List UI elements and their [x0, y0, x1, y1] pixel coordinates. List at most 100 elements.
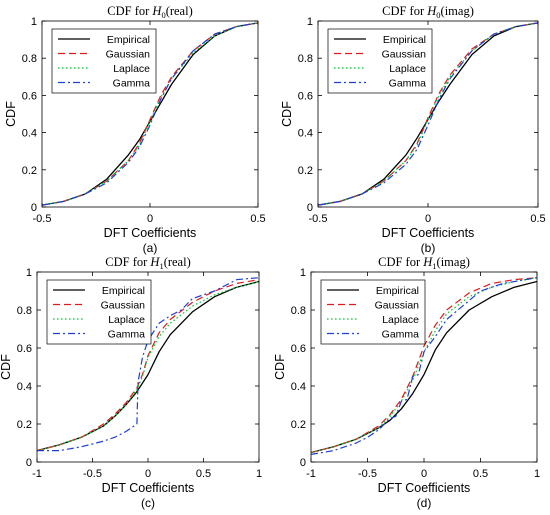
series-line-empirical: [311, 280, 537, 454]
x-tick-label: 0.5: [473, 468, 488, 480]
y-tick-label: 0: [31, 202, 37, 214]
y-tick-label: 0.4: [17, 381, 32, 393]
y-axis-label: CDF: [4, 101, 18, 127]
title-subscript: 0: [436, 10, 440, 20]
legend-label-gamma: Gamma: [389, 78, 427, 90]
legend-label-gaussian: Gaussian: [382, 49, 427, 61]
x-tick-label: 0.5: [196, 468, 211, 480]
title-symbol: H: [149, 255, 160, 269]
title-symbol: H: [422, 255, 433, 269]
legend-label-gamma: Gamma: [108, 329, 146, 341]
legend-label-laplace: Laplace: [113, 63, 150, 75]
title-suffix: (imag): [437, 255, 470, 269]
title-suffix: (real): [164, 255, 191, 269]
title-symbol: H: [151, 4, 162, 18]
x-axis-label: DFT Coefficients: [104, 226, 197, 240]
legend-label-empirical: Empirical: [107, 34, 150, 46]
title-prefix: CDF for: [107, 4, 152, 18]
series-line-gamma: [37, 277, 259, 452]
y-tick-label: 0.6: [17, 343, 32, 355]
series-line-laplace: [42, 22, 258, 206]
panel-caption: (c): [141, 496, 155, 510]
legend: Empirical Gaussian Laplace Gamma: [327, 28, 433, 94]
series-line-gamma: [318, 22, 538, 206]
x-tick-label: -1: [306, 468, 316, 480]
y-tick-label: 0.6: [291, 343, 306, 355]
y-tick-label: 1: [31, 16, 37, 28]
legend-label-laplace: Laplace: [382, 314, 419, 326]
x-tick-label: -1: [32, 468, 42, 480]
y-tick-label: 0.8: [17, 305, 32, 317]
title-symbol: H: [426, 4, 437, 18]
y-tick-label: 0: [26, 457, 32, 469]
x-tick-label: 1: [534, 468, 540, 480]
series-group: [318, 22, 538, 206]
chart-title: CDF for H0(real): [107, 4, 193, 20]
y-tick-label: 0.2: [17, 419, 32, 431]
x-tick-label: -0.5: [358, 468, 377, 480]
y-tick-label: 0.4: [291, 381, 306, 393]
title-subscript: 1: [159, 261, 163, 271]
y-tick-label: 0.8: [22, 53, 37, 65]
series-group: [37, 277, 259, 452]
legend: Empirical Gaussian Laplace Gamma: [51, 28, 157, 94]
title-subscript: 1: [432, 261, 436, 271]
x-tick-label: 0: [145, 468, 151, 480]
title-prefix: CDF for: [382, 4, 427, 18]
x-tick-label: 0.5: [530, 213, 545, 225]
legend-label-empirical: Empirical: [376, 285, 419, 297]
x-tick-label: -0.5: [33, 213, 52, 225]
series-group: [311, 277, 537, 455]
legend-label-laplace: Laplace: [389, 63, 426, 75]
x-axis-label: DFT Coefficients: [378, 481, 471, 495]
x-tick-label: 0: [421, 468, 427, 480]
title-prefix: CDF for: [105, 255, 150, 269]
y-axis-label: CDF: [273, 354, 287, 380]
y-tick-label: 0.6: [22, 90, 37, 102]
series-line-laplace: [37, 280, 259, 452]
legend: Empirical Gaussian Laplace Gamma: [46, 279, 152, 345]
x-axis-label: DFT Coefficients: [102, 481, 195, 495]
x-tick-label: -0.5: [83, 468, 102, 480]
series-line-gamma: [311, 277, 537, 455]
legend-label-gaussian: Gaussian: [106, 49, 151, 61]
legend-label-empirical: Empirical: [383, 34, 426, 46]
x-tick-label: -0.5: [309, 213, 328, 225]
x-axis-label: DFT Coefficients: [382, 226, 475, 240]
legend: Empirical Gaussian Laplace Gamma: [320, 279, 426, 345]
legend-label-gamma: Gamma: [113, 78, 151, 90]
y-tick-label: 0.8: [291, 305, 306, 317]
panel-caption: (d): [417, 496, 432, 510]
chart-title: CDF for H0(imag): [382, 4, 474, 20]
legend-label-empirical: Empirical: [102, 285, 145, 297]
y-tick-label: 0: [300, 457, 306, 469]
y-axis-label: CDF: [280, 101, 294, 127]
series-line-gamma: [42, 22, 258, 206]
y-tick-label: 1: [307, 16, 313, 28]
x-tick-label: 0: [147, 213, 153, 225]
y-tick-label: 0.4: [298, 128, 313, 140]
legend-label-gamma: Gamma: [382, 329, 420, 341]
x-tick-label: 0: [425, 213, 431, 225]
y-tick-label: 0.4: [22, 128, 37, 140]
title-suffix: (imag): [441, 4, 474, 18]
title-prefix: CDF for: [378, 255, 423, 269]
series-group: [42, 22, 258, 206]
y-axis-label: CDF: [0, 354, 13, 380]
legend-label-gaussian: Gaussian: [375, 300, 420, 312]
legend-label-gaussian: Gaussian: [101, 300, 146, 312]
series-line-gaussian: [311, 277, 537, 454]
x-tick-label: 1: [256, 468, 262, 480]
y-tick-label: 1: [300, 267, 306, 279]
y-tick-label: 0.2: [291, 419, 306, 431]
chart-title: CDF for H1(imag): [378, 255, 470, 271]
y-tick-label: 0.8: [298, 53, 313, 65]
y-tick-label: 0: [307, 202, 313, 214]
title-subscript: 0: [161, 10, 165, 20]
chart-title: CDF for H1(real): [105, 255, 191, 271]
